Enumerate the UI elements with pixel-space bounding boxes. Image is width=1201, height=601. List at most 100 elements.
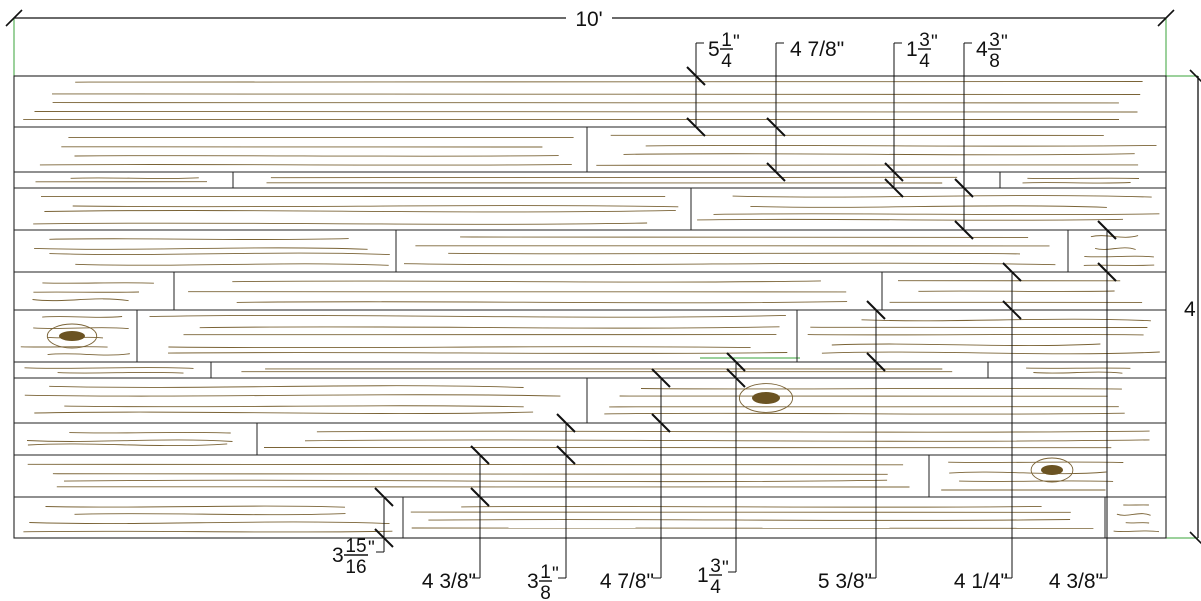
grain-line bbox=[596, 164, 1139, 166]
grain-line bbox=[34, 247, 368, 250]
grain-line bbox=[34, 110, 1138, 113]
bottom-label-6: 4 1/4" bbox=[954, 570, 1008, 593]
dimension-tick bbox=[884, 178, 904, 198]
grain-line bbox=[27, 463, 904, 466]
dimension-tick bbox=[1097, 262, 1117, 282]
knot bbox=[59, 331, 85, 341]
dimension-tick bbox=[884, 162, 904, 182]
knot bbox=[1041, 465, 1063, 475]
grain-line bbox=[49, 252, 390, 256]
grain-line bbox=[44, 209, 676, 213]
grain-line bbox=[24, 394, 561, 397]
grain-line bbox=[75, 81, 1143, 83]
grain-line bbox=[821, 351, 1160, 355]
fraction-whole: 4 bbox=[976, 38, 988, 61]
grain-line bbox=[57, 371, 184, 374]
grain-line bbox=[1116, 513, 1151, 516]
grain-line bbox=[232, 280, 821, 283]
grain-line bbox=[26, 439, 233, 442]
knot bbox=[752, 392, 780, 404]
inch-mark: " bbox=[552, 564, 559, 585]
knot-ring bbox=[1030, 457, 1074, 483]
inch-mark: " bbox=[931, 32, 938, 53]
fraction-whole: 1 bbox=[697, 564, 709, 587]
dimension-tick bbox=[1002, 262, 1022, 282]
grain-line bbox=[33, 222, 648, 225]
fraction-whole: 3 bbox=[527, 570, 539, 593]
grain-line bbox=[428, 519, 1071, 521]
dimension-tick bbox=[651, 368, 671, 388]
fraction-numerator: 3 bbox=[710, 556, 721, 577]
knot-ring bbox=[46, 323, 98, 349]
grain-line bbox=[149, 314, 786, 318]
fraction-numerator: 3 bbox=[919, 30, 930, 51]
grain-line bbox=[403, 262, 1056, 266]
wood-knots bbox=[46, 323, 1074, 483]
grain-line bbox=[72, 205, 679, 208]
grain-line bbox=[750, 205, 1107, 208]
grain-line bbox=[949, 471, 1107, 475]
dimension-tick bbox=[1097, 220, 1117, 240]
grain-line bbox=[63, 479, 888, 483]
grain-line bbox=[23, 530, 393, 533]
grain-line bbox=[52, 472, 888, 475]
grain-line bbox=[959, 480, 1114, 482]
grain-line bbox=[27, 443, 228, 447]
grain-line bbox=[645, 144, 1157, 147]
dimension-tick bbox=[766, 162, 786, 182]
grain-line bbox=[1084, 255, 1154, 258]
grain-line bbox=[640, 387, 1122, 390]
grain-line bbox=[74, 513, 346, 516]
dimension-tick bbox=[556, 413, 576, 433]
grain-line bbox=[316, 430, 1150, 433]
dimension-tick bbox=[726, 352, 746, 372]
dimension-text: 4 7/8" bbox=[600, 570, 654, 593]
grain-line bbox=[623, 153, 1135, 156]
inch-mark: " bbox=[1001, 32, 1008, 53]
grain-line bbox=[199, 326, 780, 329]
grain-line bbox=[75, 263, 389, 266]
fraction-denominator: 8 bbox=[540, 583, 551, 601]
dimension-tick bbox=[866, 352, 886, 372]
grain-line bbox=[861, 318, 1151, 322]
dimension-tick bbox=[651, 413, 671, 433]
grain-line bbox=[448, 252, 1021, 255]
dimension-text: 4 3/8" bbox=[422, 570, 476, 593]
dimension-text: 5 3/8" bbox=[818, 570, 872, 593]
dimension-tick bbox=[686, 117, 706, 137]
dimension-tick bbox=[766, 117, 786, 137]
grain-line bbox=[604, 412, 1125, 415]
dimension-text: 4 7/8" bbox=[790, 38, 844, 61]
fraction-numerator: 1 bbox=[721, 30, 732, 51]
top-label-1: 4 7/8" bbox=[790, 38, 844, 61]
grain-line bbox=[39, 163, 572, 166]
dimension-tick bbox=[866, 300, 886, 320]
grain-line bbox=[713, 213, 1160, 216]
grain-line bbox=[1022, 182, 1131, 184]
grain-line bbox=[64, 405, 524, 408]
fraction-denominator: 16 bbox=[345, 557, 366, 578]
grain-line bbox=[51, 93, 1141, 95]
panel-outline bbox=[13, 75, 1167, 539]
height-dimension bbox=[1189, 69, 1201, 545]
wood-grain bbox=[20, 81, 1160, 533]
dimension-text: 4 3/8" bbox=[1049, 570, 1103, 593]
dimension-text: 4 1/4" bbox=[954, 570, 1008, 593]
grain-line bbox=[270, 176, 958, 179]
inch-mark: " bbox=[368, 538, 375, 559]
grain-line bbox=[34, 411, 534, 414]
grain-line bbox=[45, 505, 346, 508]
fraction-numerator: 3 bbox=[989, 30, 1000, 51]
grain-line bbox=[74, 155, 559, 157]
grain-line bbox=[1113, 530, 1160, 533]
dimension-tick bbox=[556, 445, 576, 465]
fraction-whole: 1 bbox=[906, 38, 918, 61]
dimension-tick bbox=[470, 487, 490, 507]
grain-line bbox=[42, 316, 123, 318]
grain-line bbox=[831, 343, 1101, 346]
grain-line bbox=[49, 385, 524, 388]
grain-line bbox=[236, 301, 848, 304]
grain-line bbox=[168, 346, 751, 349]
grain-line bbox=[47, 353, 130, 356]
bottom-label-7: 4 3/8" bbox=[1049, 570, 1103, 593]
